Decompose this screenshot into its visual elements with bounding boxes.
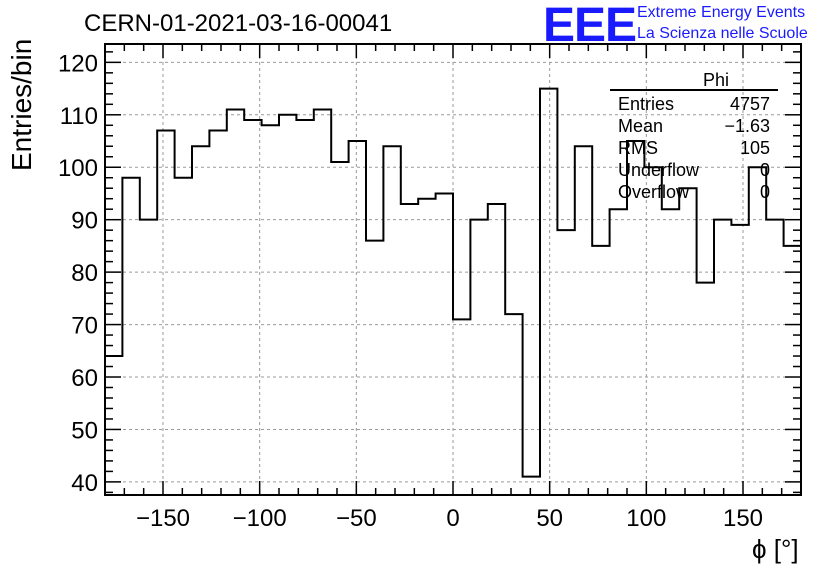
x-tick-label: 100 (626, 505, 666, 532)
x-tick-label: −50 (336, 505, 377, 532)
x-tick-label: −100 (233, 505, 287, 532)
chart-title: CERN-01-2021-03-16-00041 (84, 10, 393, 37)
y-tick-label: 100 (58, 155, 98, 182)
y-axis-ticks: 40 50 60 70 80 90 100 110 120 (58, 50, 801, 497)
y-tick-label: 110 (60, 103, 98, 130)
logo-line-2: La Scienza nelle Scuole (637, 25, 808, 42)
stats-value: 0 (759, 160, 770, 180)
x-tick-label: 50 (536, 505, 563, 532)
eee-logo: EEE (543, 0, 637, 52)
stats-label: Underflow (618, 160, 700, 180)
stats-label: RMS (618, 138, 658, 158)
x-axis-label: ϕ [°] (752, 534, 799, 564)
stats-value: 4757 (729, 94, 770, 114)
stats-row-rms: RMS 105 (610, 138, 778, 160)
x-tick-label: 150 (723, 505, 763, 532)
stats-value: 0 (759, 182, 770, 202)
stats-box-title: Phi (702, 70, 729, 90)
stats-box: Phi Entries 4757 Mean −1.63 RMS 105 Unde… (610, 70, 778, 204)
logo-line-1: Extreme Energy Events (637, 4, 806, 21)
stats-value: 105 (739, 138, 770, 158)
y-tick-label: 80 (71, 260, 98, 287)
x-axis-ticks: −150 −100 −50 0 50 100 150 (104, 44, 802, 532)
y-tick-label: 50 (71, 417, 98, 444)
y-tick-label: 70 (71, 313, 98, 340)
stats-row-mean: Mean −1.63 (610, 116, 778, 138)
x-tick-label: 0 (446, 505, 459, 532)
y-tick-label: 60 (71, 365, 98, 392)
stats-label: Overflow (618, 182, 690, 202)
stats-label: Mean (618, 116, 664, 136)
stats-row-underflow: Underflow 0 (610, 160, 778, 182)
stats-row-entries: Entries 4757 (610, 94, 778, 116)
y-tick-label: 120 (58, 50, 98, 77)
y-tick-label: 40 (71, 470, 98, 497)
stats-label: Entries (618, 94, 675, 114)
stats-row-overflow: Overflow 0 (610, 182, 778, 204)
y-axis-label: Entries/bin (6, 38, 37, 171)
x-tick-label: −150 (136, 505, 190, 532)
plot-frame (104, 43, 802, 496)
stats-value: −1.63 (724, 116, 770, 136)
histogram-outline (105, 87, 801, 478)
y-tick-label: 90 (71, 208, 98, 235)
